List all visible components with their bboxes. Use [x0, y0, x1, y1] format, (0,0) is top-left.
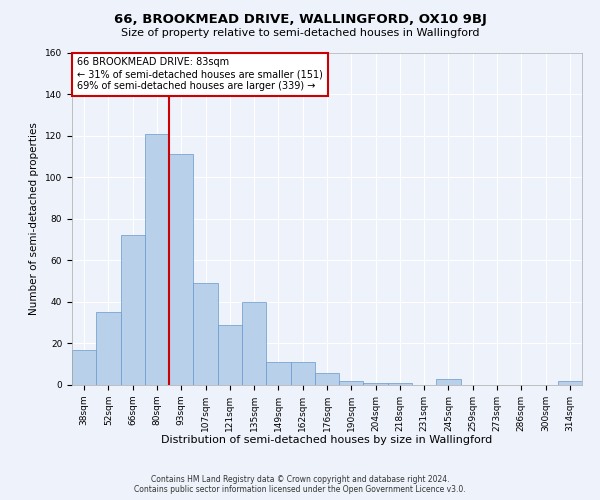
Text: 66, BROOKMEAD DRIVE, WALLINGFORD, OX10 9BJ: 66, BROOKMEAD DRIVE, WALLINGFORD, OX10 9… — [113, 12, 487, 26]
X-axis label: Distribution of semi-detached houses by size in Wallingford: Distribution of semi-detached houses by … — [161, 436, 493, 446]
Bar — [436, 379, 461, 385]
Bar — [169, 154, 193, 385]
Bar — [193, 283, 218, 385]
Bar — [315, 372, 339, 385]
Bar — [218, 324, 242, 385]
Bar — [290, 362, 315, 385]
Y-axis label: Number of semi-detached properties: Number of semi-detached properties — [29, 122, 40, 315]
Bar — [339, 381, 364, 385]
Bar — [266, 362, 290, 385]
Bar — [72, 350, 96, 385]
Bar — [145, 134, 169, 385]
Text: Size of property relative to semi-detached houses in Wallingford: Size of property relative to semi-detach… — [121, 28, 479, 38]
Bar — [96, 312, 121, 385]
Bar — [242, 302, 266, 385]
Text: 66 BROOKMEAD DRIVE: 83sqm
← 31% of semi-detached houses are smaller (151)
69% of: 66 BROOKMEAD DRIVE: 83sqm ← 31% of semi-… — [77, 58, 323, 90]
Text: Contains HM Land Registry data © Crown copyright and database right 2024.
Contai: Contains HM Land Registry data © Crown c… — [134, 474, 466, 494]
Bar — [388, 383, 412, 385]
Bar — [121, 236, 145, 385]
Bar — [364, 383, 388, 385]
Bar — [558, 381, 582, 385]
